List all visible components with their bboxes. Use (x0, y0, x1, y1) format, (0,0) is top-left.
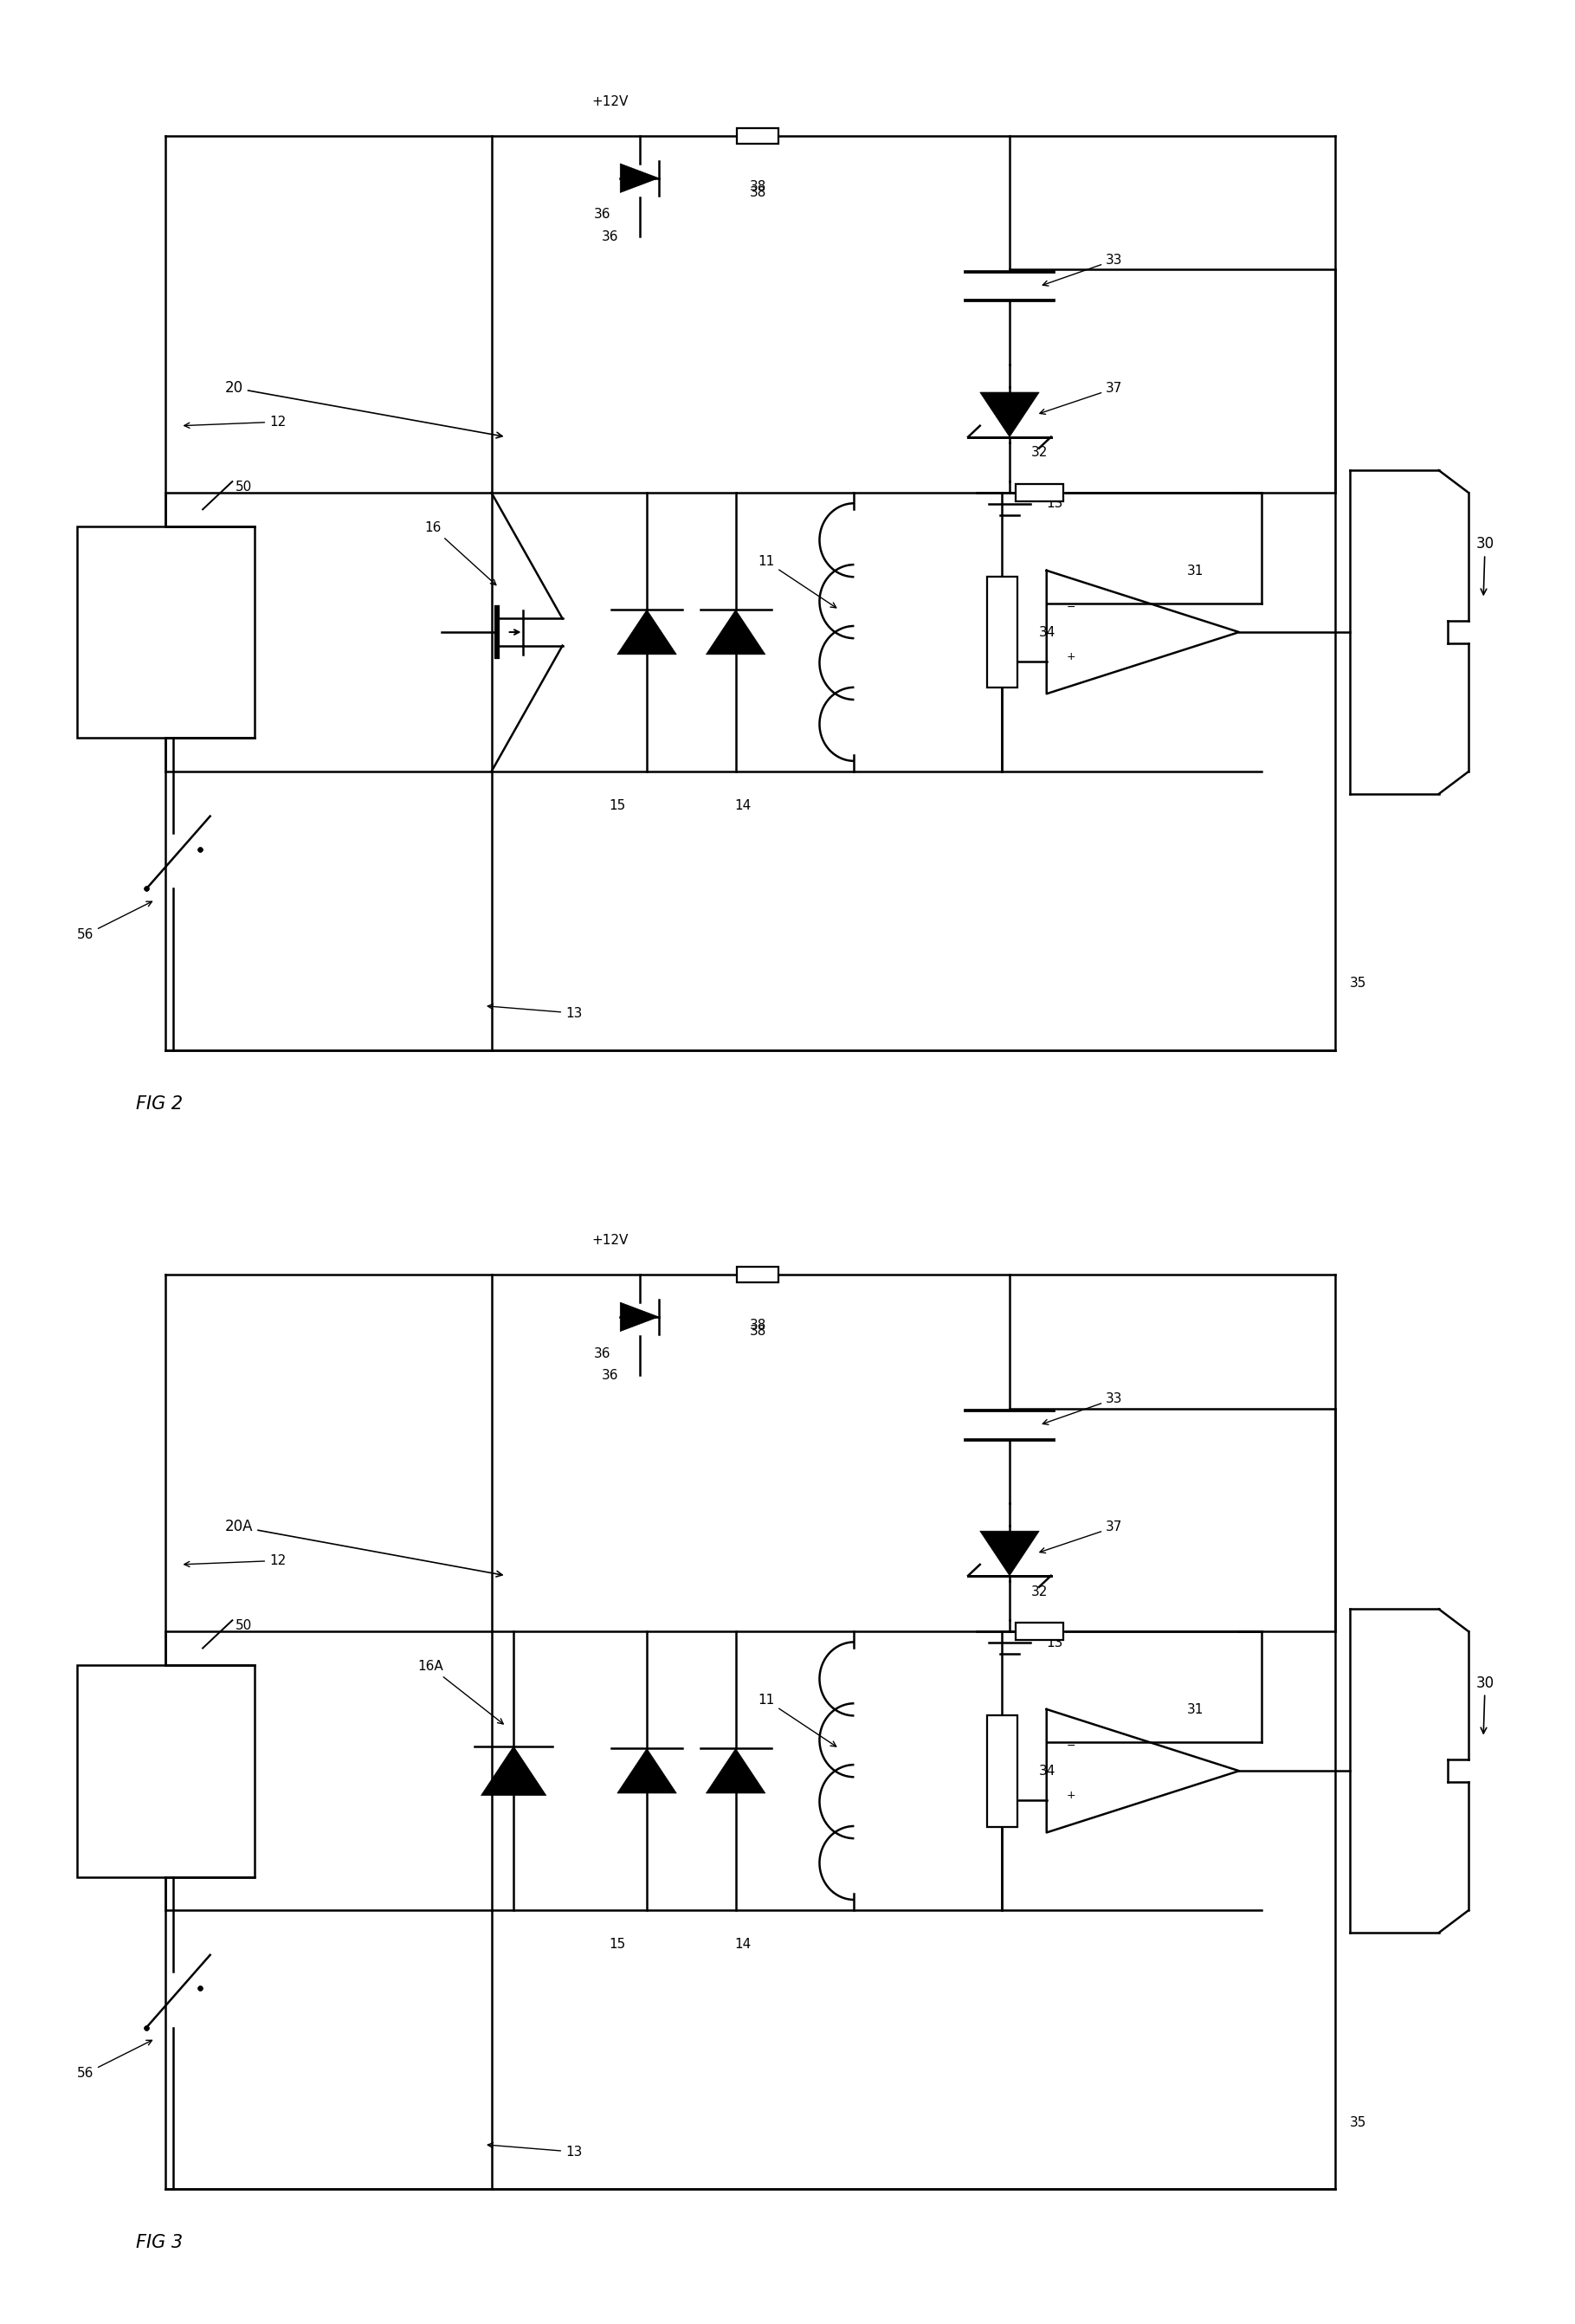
Text: 12: 12 (184, 416, 287, 428)
Text: 33: 33 (1043, 1392, 1123, 1425)
Text: −: − (1066, 1741, 1076, 1752)
Text: 32: 32 (1030, 446, 1047, 460)
Text: 36: 36 (594, 209, 611, 221)
Text: 35: 35 (1350, 976, 1367, 990)
Bar (1016, 483, 1063, 502)
Text: +12V: +12V (592, 95, 628, 107)
Polygon shape (980, 1532, 1040, 1576)
Text: 12: 12 (184, 1555, 287, 1566)
Polygon shape (617, 1748, 677, 1794)
Text: 33: 33 (1043, 253, 1123, 286)
Text: 36: 36 (602, 230, 619, 244)
Text: 30: 30 (1476, 537, 1495, 595)
Bar (77, 1664, 255, 1878)
Text: 15: 15 (610, 1938, 625, 1952)
Text: 56: 56 (77, 902, 151, 941)
Text: 32: 32 (1030, 1585, 1047, 1599)
Text: 31: 31 (1188, 565, 1203, 576)
Text: FIG 2: FIG 2 (135, 1095, 183, 1113)
Text: 11: 11 (758, 1694, 836, 1748)
Text: +: + (1066, 1789, 1076, 1801)
Text: 13: 13 (1046, 1636, 1063, 1650)
Text: +12V: +12V (592, 1234, 628, 1246)
Text: 30: 30 (1476, 1676, 1495, 1734)
Text: 35: 35 (1350, 2115, 1367, 2129)
Text: 14: 14 (736, 799, 751, 813)
Text: 13: 13 (488, 2143, 583, 2159)
Text: 36: 36 (594, 1348, 611, 1360)
Bar (988, 576, 1017, 688)
Text: 50: 50 (235, 1620, 252, 1631)
Polygon shape (621, 1301, 658, 1332)
Bar (77, 525, 255, 739)
Text: 16: 16 (425, 521, 496, 586)
Text: 16A: 16A (417, 1659, 504, 1724)
Text: 34: 34 (1040, 625, 1055, 639)
Text: 38: 38 (750, 1320, 767, 1332)
Text: FIG 3: FIG 3 (135, 2233, 183, 2252)
Text: 11: 11 (758, 555, 836, 609)
Text: 13: 13 (488, 1004, 583, 1020)
Polygon shape (706, 609, 765, 655)
Bar (737, 1267, 778, 1283)
Polygon shape (480, 1745, 547, 1796)
Polygon shape (617, 609, 677, 655)
Text: 31: 31 (1188, 1703, 1203, 1715)
Text: 38: 38 (750, 1325, 767, 1339)
Text: −: − (1066, 602, 1076, 614)
Text: 56: 56 (77, 2040, 151, 2080)
Text: 50: 50 (235, 481, 252, 493)
Text: 37: 37 (1040, 1520, 1123, 1552)
Text: 14: 14 (736, 1938, 751, 1952)
Text: 34: 34 (1040, 1764, 1055, 1778)
Text: 38: 38 (750, 186, 767, 200)
Bar (737, 128, 778, 144)
Text: 37: 37 (1040, 381, 1123, 414)
Text: 20: 20 (225, 381, 502, 437)
Polygon shape (706, 1748, 765, 1794)
Text: 36: 36 (602, 1369, 619, 1383)
Text: 13: 13 (1046, 497, 1063, 511)
Text: 20A: 20A (225, 1520, 502, 1576)
Bar (1016, 1622, 1063, 1641)
Polygon shape (621, 163, 658, 193)
Bar (988, 1715, 1017, 1827)
Polygon shape (980, 393, 1040, 437)
Text: 15: 15 (610, 799, 625, 813)
Text: +: + (1066, 651, 1076, 662)
Text: 38: 38 (750, 181, 767, 193)
